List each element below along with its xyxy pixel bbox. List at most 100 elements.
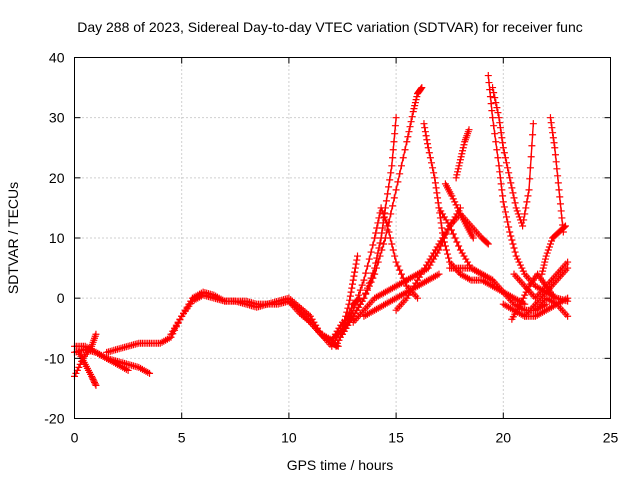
data-point-marker [404, 133, 412, 141]
data-point-marker [564, 312, 572, 320]
data-point-marker [505, 169, 513, 177]
data-point-marker [459, 144, 467, 152]
data-point-marker [427, 159, 435, 167]
data-point-marker [387, 210, 395, 218]
data-point-marker [551, 151, 559, 159]
data-point-marker [388, 162, 396, 170]
data-point-marker [358, 281, 366, 289]
data-point-marker [431, 179, 439, 187]
x-tick-label: 20 [496, 430, 512, 446]
data-point-marker [494, 154, 502, 162]
data-point-marker [369, 274, 377, 282]
data-point-marker [549, 134, 557, 142]
data-point-marker [455, 242, 463, 250]
data-point-marker [500, 203, 508, 211]
data-point-marker [350, 272, 358, 280]
data-point-marker [518, 264, 526, 272]
data-point-marker [455, 207, 463, 215]
data-point-marker [500, 149, 508, 157]
data-point-marker [493, 146, 501, 154]
data-point-marker [367, 278, 375, 286]
chart-title: Day 288 of 2023, Sidereal Day-to-day VTE… [77, 19, 583, 35]
data-point-marker [360, 276, 368, 284]
data-point-marker [439, 234, 447, 242]
data-point-marker [504, 164, 512, 172]
data-point-marker [556, 200, 564, 208]
data-point-marker [371, 234, 379, 242]
data-point-marker [516, 261, 524, 269]
data-point-marker [484, 240, 492, 248]
data-point-marker [390, 138, 398, 146]
data-point-marker [495, 162, 503, 170]
data-point-marker [523, 198, 531, 206]
data-point-marker [508, 184, 516, 192]
data-point-marker [515, 213, 523, 221]
data-point-marker [372, 229, 380, 237]
data-point-marker [526, 164, 534, 172]
data-point-marker [546, 114, 554, 122]
data-point-marker [362, 290, 370, 298]
series-track-01 [71, 330, 100, 380]
data-point-marker [490, 122, 498, 130]
data-point-marker [446, 222, 454, 230]
data-point-marker [391, 122, 399, 130]
data-point-marker [519, 222, 527, 230]
data-point-marker [369, 241, 377, 249]
data-point-marker [539, 267, 547, 275]
data-point-marker [454, 165, 462, 173]
data-point-marker [490, 89, 498, 97]
data-point-marker [487, 100, 495, 108]
data-point-marker [511, 199, 519, 207]
data-point-marker [440, 238, 448, 246]
data-point-marker [564, 294, 572, 302]
data-point-marker [499, 198, 507, 206]
data-point-marker [501, 154, 509, 162]
data-point-marker [72, 369, 80, 377]
data-point-marker [453, 171, 461, 179]
data-point-marker [554, 179, 562, 187]
data-point-marker [512, 252, 520, 260]
data-point-marker [423, 136, 431, 144]
data-point-marker [380, 213, 388, 221]
data-point-marker [451, 234, 459, 242]
data-point-marker [384, 190, 392, 198]
data-point-marker [90, 377, 98, 385]
data-point-marker [452, 201, 460, 209]
data-point-marker [504, 218, 512, 226]
y-tick-label: 0 [57, 290, 65, 306]
data-point-marker [558, 214, 566, 222]
data-point-marker [518, 297, 526, 305]
data-point-marker [376, 239, 384, 247]
data-point-marker [429, 164, 437, 172]
data-point-marker [555, 186, 563, 194]
data-point-marker [560, 223, 568, 231]
data-point-marker [442, 246, 450, 254]
data-point-marker [551, 144, 559, 152]
series-track-21 [489, 84, 537, 230]
data-point-marker [351, 264, 359, 272]
data-point-marker [434, 194, 442, 202]
data-point-marker [453, 238, 461, 246]
data-point-marker [503, 213, 511, 221]
data-point-marker [438, 224, 446, 232]
data-point-marker [332, 342, 340, 350]
data-point-marker [515, 258, 523, 266]
data-point-marker [556, 193, 564, 201]
y-tick-label: -20 [44, 411, 64, 427]
series-band [487, 74, 569, 302]
series-track-15 [420, 120, 529, 308]
data-point-marker [430, 169, 438, 177]
data-point-marker [347, 288, 355, 296]
data-point-marker [527, 153, 535, 161]
data-point-marker [505, 223, 513, 231]
data-point-marker [506, 174, 514, 182]
data-point-marker [553, 165, 561, 173]
data-point-marker [496, 168, 504, 176]
data-point-marker [343, 308, 351, 316]
data-point-marker [414, 294, 422, 302]
data-point-marker [506, 228, 514, 236]
data-point-marker [365, 255, 373, 263]
data-point-marker [554, 172, 562, 180]
data-point-marker [344, 304, 352, 312]
data-point-marker [454, 204, 462, 212]
